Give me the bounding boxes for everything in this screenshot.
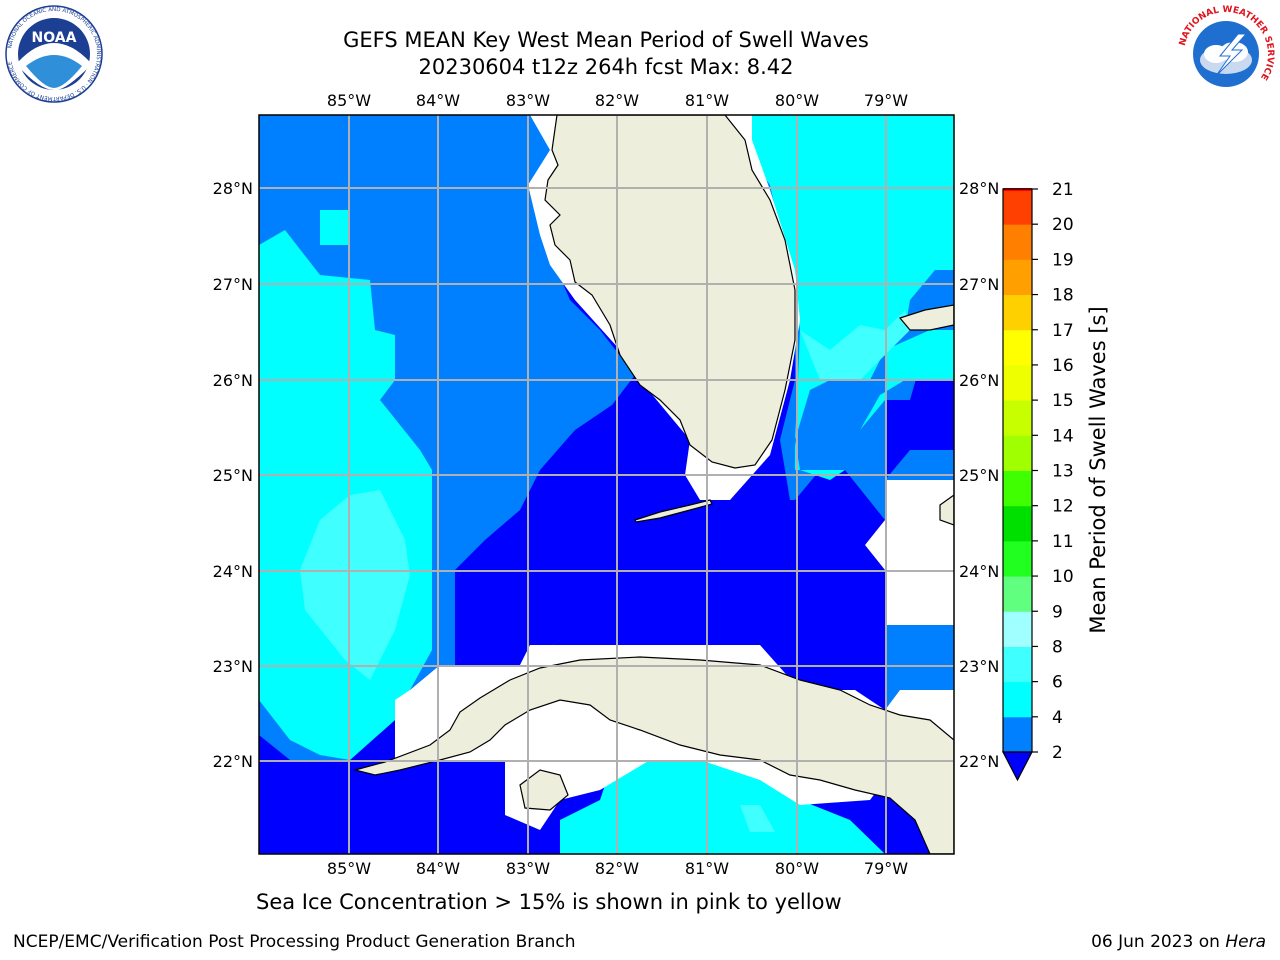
map-gridlines [259,115,954,854]
map-frame-border [258,114,955,855]
longitude-label-top: 81°W [685,91,729,110]
footer-date-text: 06 Jun 2023 on [1091,932,1226,952]
colorbar-segment [1003,646,1032,683]
colorbar-tick-label: 18 [1052,286,1074,306]
latitude-label-left: 25°N [213,466,253,485]
period-field-6-8-east [752,115,954,480]
colorbar-tick-label: 19 [1052,250,1074,270]
period-field-8-9-west [300,490,410,680]
sea-ice-note: Sea Ice Concentration > 15% is shown in … [256,890,842,914]
colorbar-segment [1003,189,1032,225]
chart-title-line1: GEFS MEAN Key West Mean Period of Swell … [343,28,869,52]
period-field-6-8-gulf-north [320,210,350,245]
latitude-label-right: 28°N [959,179,999,198]
colorbar-tick-label: 2 [1052,743,1063,763]
nws-logo-icon: NATIONAL WEATHER SERVICE [1178,5,1275,102]
colorbar-tick-label: 15 [1052,391,1074,411]
latitude-label-right: 27°N [959,275,999,294]
latitude-label-left: 28°N [213,179,253,198]
colorbar-tick-label: 6 [1052,673,1063,693]
colorbar-under-triangle [1002,751,1033,782]
colorbar-segment [1003,259,1032,296]
colorbar-segment [1003,435,1032,471]
longitude-label-top: 84°W [416,91,460,110]
cuba-island [352,656,954,854]
latitude-labels-right: 28°N 27°N 26°N 25°N 24°N 23°N 22°N [959,179,999,771]
colorbar-segment [1003,611,1032,647]
latitude-label-left: 24°N [213,562,253,581]
colorbar-label: Mean Period of Swell Waves [s] [1086,306,1110,633]
footer-host: Hera [1225,932,1266,952]
longitude-label-top: 80°W [775,91,819,110]
longitude-label-bottom: 80°W [775,859,819,878]
chart-title-line2: 20230604 t12z 264h fcst Max: 8.42 [418,55,794,79]
colorbar-segment [1003,294,1032,331]
colorbar-segment [1003,505,1032,542]
colorbar-segment [1003,470,1032,507]
colorbar-tick-label: 4 [1052,708,1063,728]
colorbar-tick-label: 10 [1052,567,1074,587]
latitude-label-right: 24°N [959,562,999,581]
isla-de-la-juventud [519,769,569,811]
latitude-label-left: 27°N [213,275,253,294]
colorbar-tick-label: 14 [1052,426,1074,446]
footer-credit: NCEP/EMC/Verification Post Processing Pr… [13,932,576,952]
longitude-label-top: 82°W [595,91,639,110]
noaa-logo-icon: NOAA NATIONAL OCEANIC AND ATMOSPHERIC AD… [5,5,103,103]
colorbar-tick-label: 20 [1052,215,1074,235]
longitude-label-top: 85°W [327,91,371,110]
colorbar-segment [1003,681,1032,718]
colorbar-segment [1003,576,1032,612]
longitude-label-bottom: 84°W [416,859,460,878]
period-field-8-9-east [800,310,910,380]
latitude-label-left: 22°N [213,752,253,771]
colorbar-tick-label: 13 [1052,462,1074,482]
latitude-labels-left: 28°N 27°N 26°N 25°N 24°N 23°N 22°N [213,179,253,771]
footer-date: 06 Jun 2023 on Hera [1091,932,1266,952]
longitude-label-bottom: 83°W [506,859,550,878]
colorbar-segment [1003,364,1032,401]
period-field-2-4-south-florida [455,375,885,710]
colorbar-tick-label: 8 [1052,637,1063,657]
period-field-6-8-caribbean [560,760,885,854]
longitude-label-bottom: 85°W [327,859,371,878]
colorbar-tick-label: 12 [1052,497,1074,517]
colorbar: 2 4 6 8 9 10 11 12 13 14 15 16 17 18 19 20 21 [1002,180,1074,782]
florida-keys [634,499,713,523]
longitude-labels-top: 85°W 84°W 83°W 82°W 81°W 80°W 79°W [327,91,908,110]
colorbar-tick-label: 17 [1052,321,1074,341]
colorbar-segment [1003,224,1032,260]
latitude-label-right: 26°N [959,371,999,390]
latitude-label-left: 23°N [213,657,253,676]
longitude-label-bottom: 81°W [685,859,729,878]
colorbar-tick-label: 11 [1052,532,1074,552]
latitude-label-right: 25°N [959,466,999,485]
colorbar-segment [1003,540,1032,577]
longitude-label-bottom: 82°W [595,859,639,878]
colorbar-tick-label: 16 [1052,356,1074,376]
nodata-bahamas [865,480,954,625]
noaa-logo-text: NOAA [32,30,77,46]
longitude-label-top: 83°W [506,91,550,110]
latitude-label-right: 22°N [959,752,999,771]
longitude-labels-bottom: 85°W 84°W 83°W 82°W 81°W 80°W 79°W [327,859,908,878]
colorbar-tick-label: 21 [1052,180,1074,200]
colorbar-segment [1003,716,1032,753]
latitude-label-left: 26°N [213,371,253,390]
colorbar-segment [1003,329,1032,366]
bahamas-island-1 [898,304,954,331]
period-field-8-9-caribbean [740,805,775,832]
colorbar-segment [1003,400,1032,436]
longitude-label-top: 79°W [864,91,908,110]
latitude-label-right: 23°N [959,657,999,676]
longitude-label-bottom: 79°W [864,859,908,878]
colorbar-tick-label: 9 [1052,602,1063,622]
bahamas-island-2 [939,494,954,526]
